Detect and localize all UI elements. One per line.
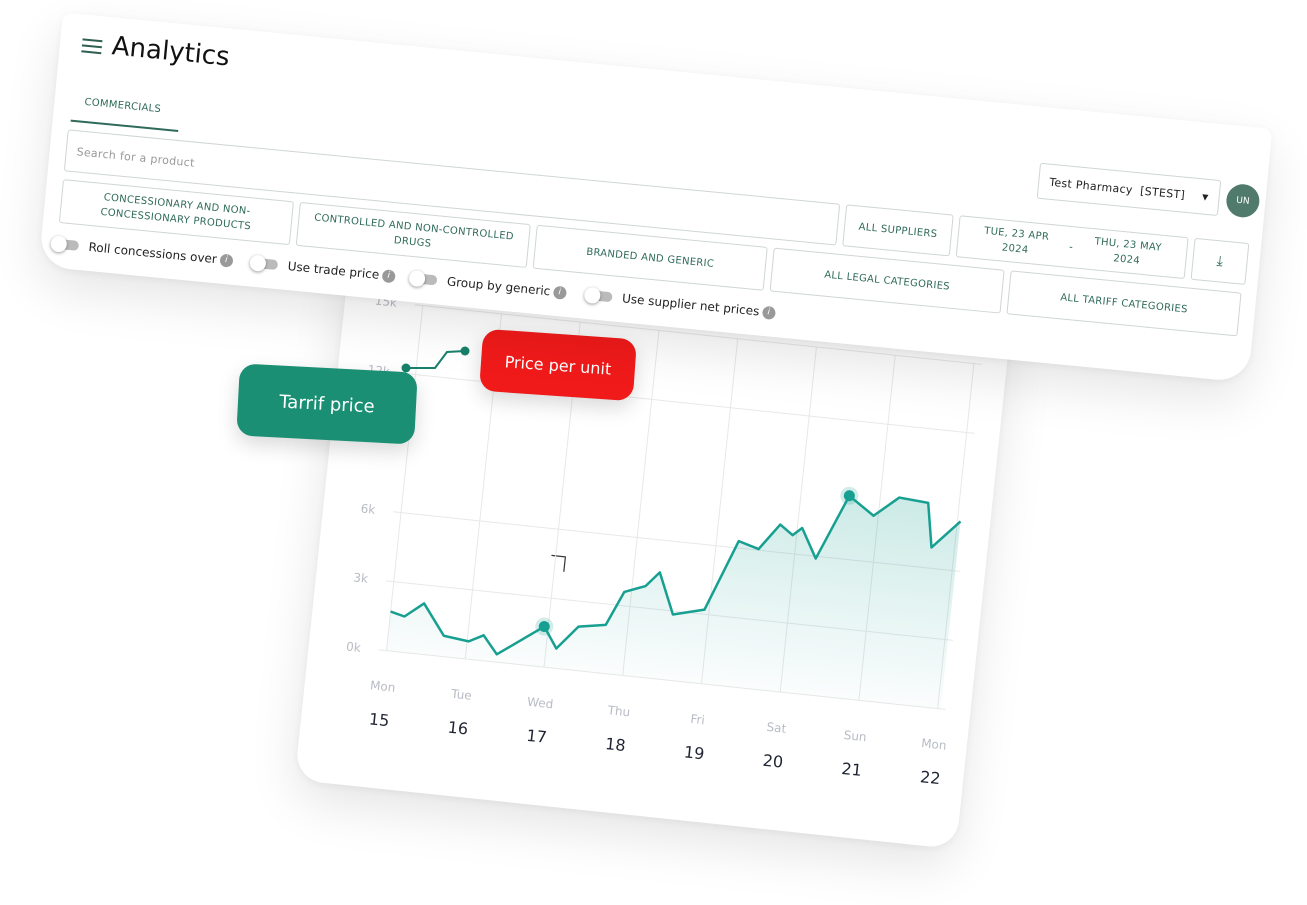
weekday-label: Wed xyxy=(526,695,553,712)
menu-icon[interactable] xyxy=(81,38,103,55)
tab[interactable]: COMMERCIALS xyxy=(83,96,162,116)
info-icon[interactable]: i xyxy=(381,268,396,283)
price-badge: Price per unit xyxy=(479,328,637,402)
switch[interactable] xyxy=(410,272,438,286)
toggle[interactable]: Roll concessions over i xyxy=(52,236,234,268)
info-icon[interactable]: i xyxy=(552,285,567,300)
avatar[interactable]: UN xyxy=(1224,182,1261,219)
toggle-label: Use trade price xyxy=(287,259,380,282)
date-sep: - xyxy=(1068,241,1074,253)
point xyxy=(538,621,550,633)
x-tick-label: 15 xyxy=(368,709,390,730)
grid-line xyxy=(414,304,982,365)
x-tick-label: 16 xyxy=(447,718,469,739)
suppliers-filter[interactable]: ALL SUPPLIERS xyxy=(842,204,954,257)
x-tick-label: 19 xyxy=(683,742,705,763)
page-title: Analytics xyxy=(110,31,231,73)
weekday-label: Sat xyxy=(766,720,787,736)
x-tick-label: 22 xyxy=(919,767,941,788)
toggle[interactable]: Group by generic i xyxy=(410,271,567,300)
weekday-label: Fri xyxy=(690,712,706,727)
cursor-bracket xyxy=(551,554,567,572)
pharmacy-select[interactable]: Test Pharmacy [STEST] ▼ xyxy=(1036,162,1222,216)
info-icon[interactable]: i xyxy=(761,305,776,320)
switch[interactable] xyxy=(585,289,613,303)
area xyxy=(386,495,961,709)
x-tick-label: 17 xyxy=(526,726,548,747)
date-end: THU, 23 MAY 2024 xyxy=(1094,236,1163,267)
toggle-label: Group by generic xyxy=(446,274,551,299)
toggle[interactable]: Use trade price i xyxy=(251,256,396,284)
info-icon[interactable]: i xyxy=(219,253,234,268)
weekday-label: Mon xyxy=(921,736,948,753)
line xyxy=(390,494,962,656)
grid-line xyxy=(386,305,424,651)
date-start: TUE, 23 APR 2024 xyxy=(983,225,1050,256)
point xyxy=(843,490,855,502)
connector-dot xyxy=(460,346,470,356)
weekday-label: Mon xyxy=(369,678,396,695)
weekday-label: Thu xyxy=(606,703,631,719)
pharmacy-name: Test Pharmacy [STEST] xyxy=(1048,175,1186,202)
legend-connector xyxy=(401,346,470,373)
y-tick-label: 0k xyxy=(345,639,361,654)
weekday-label: Tue xyxy=(450,687,473,703)
toggle[interactable]: Use supplier net prices i xyxy=(585,288,776,320)
switch[interactable] xyxy=(251,257,279,271)
tariff-badge: Tarrif price xyxy=(236,363,418,445)
tab-underline xyxy=(70,119,179,132)
x-tick-label: 21 xyxy=(841,759,863,780)
switch[interactable] xyxy=(52,238,80,251)
toggle-label: Use supplier net prices xyxy=(621,291,760,319)
connector-line xyxy=(406,350,466,369)
connector-dot xyxy=(401,363,411,373)
x-tick-label: 20 xyxy=(762,751,784,772)
y-tick-label: 6k xyxy=(360,501,376,516)
download-button[interactable]: ⤓ xyxy=(1190,237,1250,285)
toggle-label: Roll concessions over xyxy=(87,239,218,267)
y-tick-label: 3k xyxy=(353,570,369,585)
weekday-label: Sun xyxy=(843,728,867,744)
x-tick-label: 18 xyxy=(604,734,626,755)
